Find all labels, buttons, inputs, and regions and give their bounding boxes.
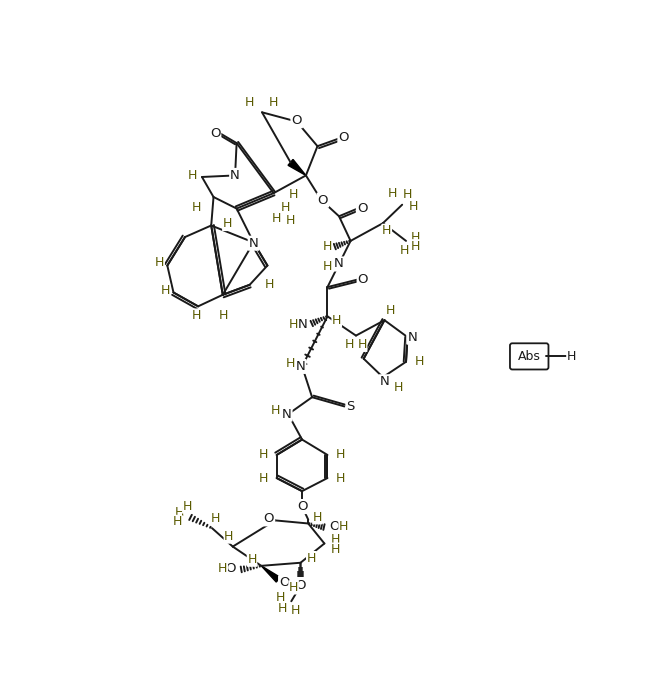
Text: H: H	[155, 256, 165, 269]
Text: H: H	[183, 500, 192, 513]
Text: N: N	[295, 360, 305, 373]
Text: N: N	[380, 375, 389, 388]
Text: O: O	[297, 500, 307, 513]
Text: H: H	[224, 530, 234, 543]
Text: H: H	[276, 591, 285, 604]
Text: N: N	[249, 237, 259, 250]
Text: H: H	[244, 95, 253, 109]
Text: N: N	[230, 169, 240, 182]
Text: H: H	[192, 309, 202, 322]
Text: O: O	[292, 114, 302, 127]
Text: H: H	[219, 309, 228, 322]
Text: H: H	[388, 187, 397, 200]
Text: H: H	[286, 357, 295, 370]
Polygon shape	[261, 566, 280, 582]
Text: O: O	[338, 131, 349, 144]
Text: H: H	[290, 604, 300, 617]
Text: O: O	[295, 579, 306, 592]
Text: O: O	[358, 273, 368, 286]
Text: H: H	[336, 471, 345, 484]
Text: O: O	[226, 563, 236, 576]
Text: H: H	[323, 260, 332, 273]
Text: H: H	[259, 471, 268, 484]
Text: H: H	[336, 448, 345, 462]
Text: H: H	[339, 520, 349, 533]
Text: O: O	[318, 194, 328, 207]
Text: H: H	[400, 244, 409, 257]
Text: H: H	[218, 563, 227, 576]
Text: H: H	[223, 217, 232, 230]
Text: H: H	[281, 201, 290, 215]
Text: H: H	[323, 240, 332, 253]
Text: O: O	[264, 512, 274, 525]
Text: S: S	[347, 400, 354, 413]
Text: H: H	[411, 230, 420, 244]
Text: H: H	[160, 284, 170, 298]
Text: H: H	[330, 543, 340, 556]
Text: H: H	[332, 313, 341, 327]
FancyBboxPatch shape	[510, 343, 548, 370]
Text: H: H	[187, 169, 196, 182]
Text: H: H	[313, 511, 322, 524]
Text: H: H	[411, 240, 420, 253]
Text: H: H	[415, 355, 424, 368]
Text: H: H	[272, 212, 281, 225]
Text: H: H	[259, 448, 268, 462]
Text: N: N	[408, 331, 417, 344]
Text: O: O	[329, 520, 340, 533]
Text: O: O	[210, 127, 220, 140]
Text: H: H	[409, 200, 419, 212]
Text: H: H	[175, 507, 184, 519]
Text: H: H	[270, 404, 280, 417]
Text: H: H	[211, 512, 220, 525]
Text: H: H	[277, 603, 286, 615]
Text: H: H	[386, 304, 395, 317]
Text: H: H	[358, 338, 367, 352]
Text: H: H	[289, 188, 298, 201]
Text: H: H	[289, 581, 298, 594]
Text: H: H	[264, 278, 273, 291]
Text: H: H	[567, 350, 576, 363]
Text: N: N	[282, 408, 292, 421]
Text: H: H	[330, 533, 340, 546]
Text: N: N	[334, 257, 344, 271]
Text: H: H	[345, 338, 354, 352]
Text: H: H	[248, 553, 257, 566]
Text: H: H	[286, 214, 295, 226]
Text: H: H	[192, 201, 202, 215]
Text: O: O	[357, 202, 367, 215]
Text: H: H	[172, 516, 182, 529]
Text: N: N	[298, 318, 308, 331]
Polygon shape	[288, 159, 306, 176]
Text: H: H	[382, 224, 391, 237]
Text: H: H	[403, 188, 412, 201]
Text: H: H	[393, 381, 403, 394]
Text: O: O	[279, 576, 290, 590]
Text: H: H	[307, 552, 316, 565]
Text: H: H	[269, 95, 278, 109]
Text: Abs: Abs	[518, 350, 540, 363]
Text: H: H	[289, 318, 298, 331]
